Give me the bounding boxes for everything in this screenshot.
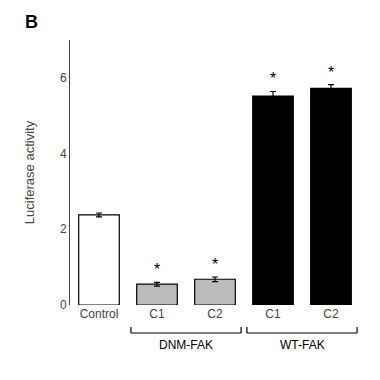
svg-text:B: B <box>25 12 38 32</box>
svg-text:0: 0 <box>60 298 67 312</box>
svg-text:2: 2 <box>60 222 67 236</box>
svg-text:WT-FAK: WT-FAK <box>280 338 325 352</box>
svg-text:Control: Control <box>80 307 119 321</box>
svg-text:C1: C1 <box>149 307 165 321</box>
svg-text:6: 6 <box>60 71 67 85</box>
svg-text:C2: C2 <box>207 307 223 321</box>
svg-text:C2: C2 <box>323 307 339 321</box>
svg-text:*: * <box>212 256 218 273</box>
svg-text:C1: C1 <box>265 307 281 321</box>
svg-text:DNM-FAK: DNM-FAK <box>159 338 213 352</box>
svg-text:*: * <box>328 64 334 81</box>
svg-text:Luciferase activity: Luciferase activity <box>22 120 37 224</box>
svg-text:*: * <box>270 70 276 87</box>
svg-text:*: * <box>154 261 160 278</box>
svg-text:4: 4 <box>60 147 67 161</box>
